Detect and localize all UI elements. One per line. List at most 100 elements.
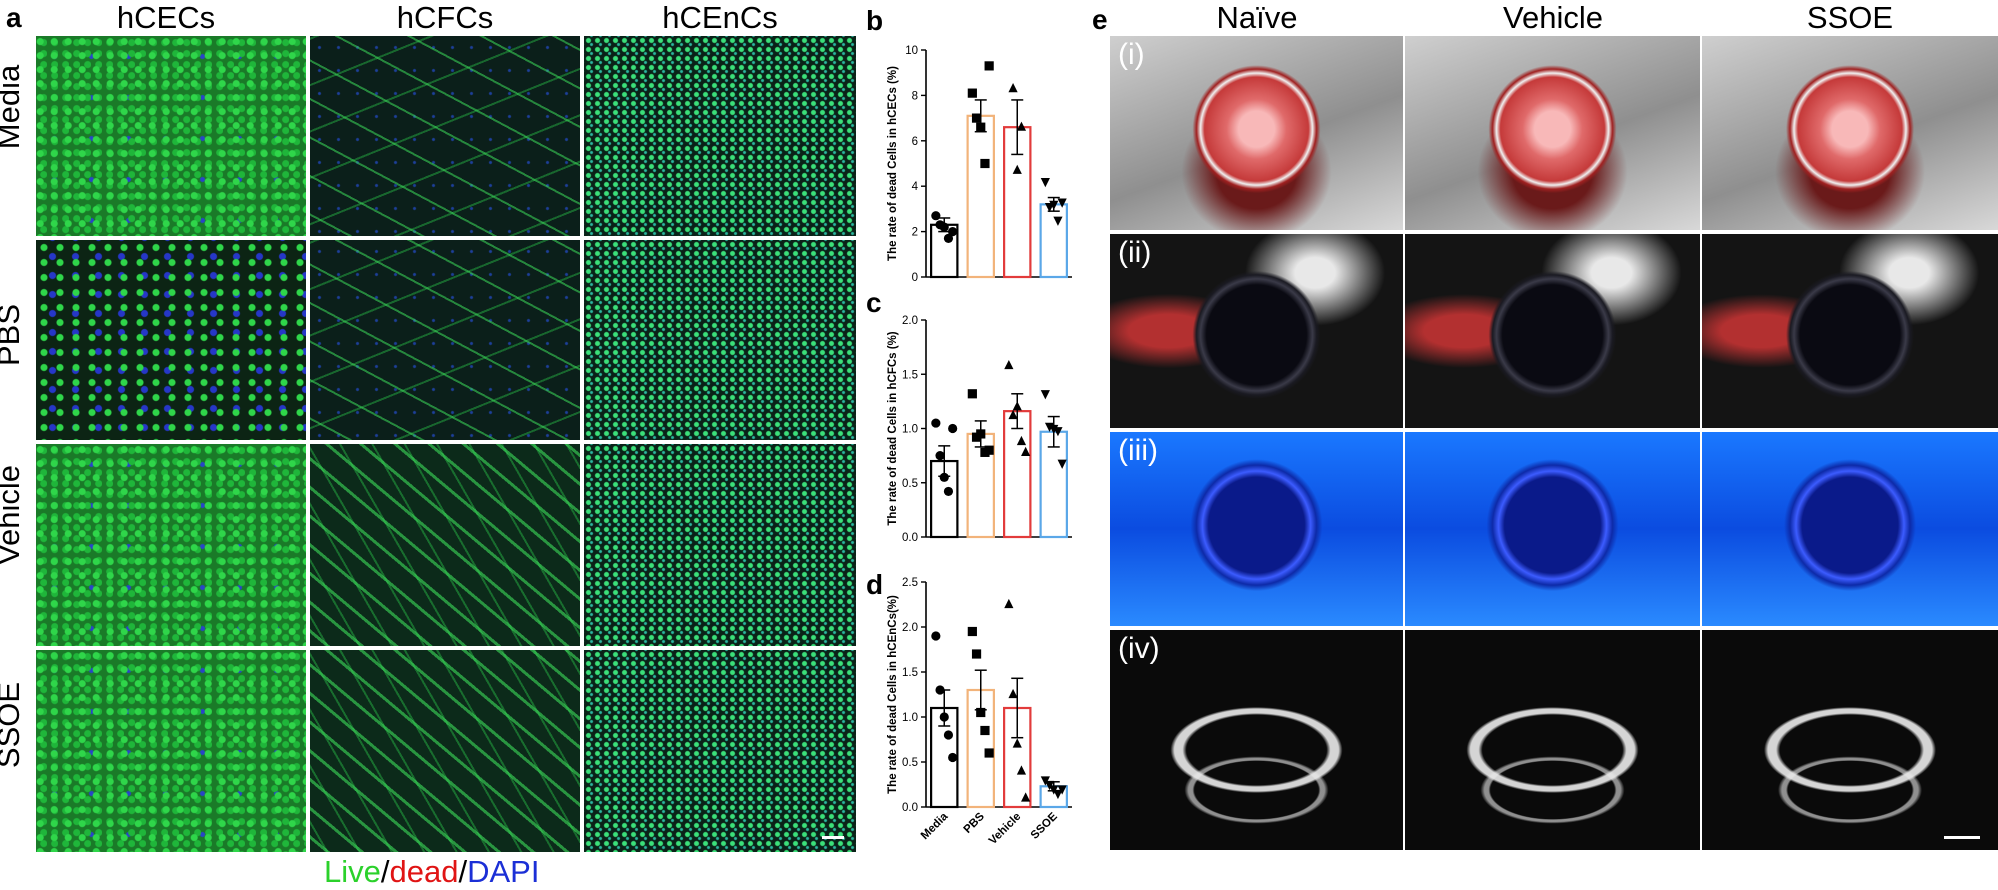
eye-row-label: (iii) [1118, 434, 1158, 467]
data-point-media [931, 418, 941, 428]
data-point-pbs [984, 445, 994, 455]
eye-image-2-2 [1702, 432, 1998, 626]
micrograph-hcfcs-pbs [310, 240, 580, 440]
col-head-naive: Naïve [1216, 0, 1298, 35]
data-point-ssoe [1040, 390, 1050, 400]
stain-sep-2: / [458, 854, 468, 889]
eye-image-1-0: (ii) [1110, 234, 1403, 428]
y-axis-label: The rate of dead Cells in hCFCs (%) [887, 331, 899, 525]
y-tick-label: 10 [905, 45, 918, 57]
eye-image-2-1 [1405, 432, 1700, 626]
row-head-pbs: PBS [0, 303, 26, 367]
data-point-media [948, 752, 958, 763]
data-point-vehicle [1004, 598, 1014, 609]
data-point-pbs [967, 88, 977, 98]
row-head-ssoe: SSOE [0, 681, 26, 769]
data-point-vehicle [1021, 792, 1031, 802]
data-point-media [939, 472, 949, 482]
data-point-ssoe [1053, 789, 1063, 800]
y-tick-label: 0.0 [902, 802, 918, 814]
micrograph-hcencs-ssoe [584, 650, 856, 852]
data-point-vehicle [1021, 446, 1031, 456]
data-point-vehicle [1008, 688, 1018, 699]
data-point-pbs [980, 158, 990, 169]
eye-row-label: (i) [1118, 38, 1145, 71]
row-head-vehicle: Vehicle [0, 465, 26, 565]
bar-pbs [966, 114, 995, 279]
micrograph-hcecs-media [36, 36, 306, 236]
panel-c-letter: c [866, 290, 882, 318]
y-tick-label: 0.0 [902, 532, 918, 544]
chart-b: b The rate of dead Cells in hCECs (%) 0 2 4 6… [866, 5, 1072, 284]
data-point-ssoe [1057, 459, 1067, 469]
data-point-vehicle [1008, 409, 1018, 420]
y-tick-label: 0.5 [902, 757, 918, 769]
data-point-vehicle [1016, 121, 1027, 131]
data-point-media [943, 233, 954, 244]
micrograph-hcfcs-ssoe [310, 650, 580, 852]
eye-image-2-0: (iii) [1110, 432, 1403, 626]
data-point-media [948, 423, 958, 434]
eye-image-0-2 [1702, 36, 1998, 230]
data-point-pbs [980, 725, 990, 736]
micrograph-hcecs-pbs [36, 240, 306, 440]
y-tick-label: 2.5 [902, 577, 918, 589]
data-point-ssoe [1053, 216, 1063, 226]
panel-a-letter: a [6, 2, 22, 33]
scale-bar-a [822, 836, 844, 839]
chart-c: c The rate of dead Cells in hCFCs (%)0.0 0… [866, 290, 1072, 544]
micrograph-hcecs-ssoe [36, 650, 306, 852]
x-tick-label-ssoe: SSOE [1029, 810, 1060, 841]
chart-d: d The rate of dead Cells in hCEnCs(%)0.0 0… [866, 570, 1072, 847]
data-point-media [943, 730, 954, 740]
stain-sep-1: / [380, 854, 390, 889]
micrograph-hcfcs-media [310, 36, 580, 236]
data-point-pbs [971, 113, 982, 123]
bar-ssoe [1039, 203, 1068, 279]
stain-live: Live [324, 854, 381, 889]
col-head-hcecs: hCECs [116, 0, 216, 35]
y-tick-label: 1.0 [902, 712, 918, 724]
data-point-media [939, 222, 949, 232]
micrograph-hcecs-vehicle [36, 444, 306, 646]
data-point-vehicle [1008, 82, 1018, 93]
eye-image-0-0: (i) [1110, 36, 1403, 230]
data-point-ssoe [1057, 785, 1067, 795]
y-tick-label: 1.5 [902, 369, 918, 381]
eye-row-label: (iv) [1118, 632, 1160, 665]
y-tick-label: 1.0 [902, 424, 918, 436]
x-tick-label-media: Media [919, 810, 951, 842]
data-point-ssoe [1053, 427, 1063, 437]
bar-vehicle [1003, 410, 1032, 539]
panel-d-letter: d [866, 570, 883, 600]
micrograph-hcencs-pbs [584, 240, 856, 440]
data-point-vehicle [1016, 765, 1027, 775]
micrograph-hcencs-media [584, 36, 856, 236]
col-head-hcfcs: hCFCs [396, 0, 494, 35]
y-tick-label: 2.0 [902, 622, 918, 634]
eye-row-label: (ii) [1118, 236, 1152, 269]
data-point-vehicle [1012, 164, 1022, 174]
y-tick-label: 6 [912, 136, 918, 148]
y-tick-label: 1.5 [902, 667, 918, 679]
data-point-pbs [971, 649, 982, 659]
stain-dapi: DAPI [467, 854, 540, 889]
y-tick-label: 2 [912, 227, 918, 239]
y-tick-label: 0 [912, 272, 918, 284]
data-point-media [931, 631, 941, 641]
data-point-pbs [984, 61, 994, 71]
x-tick-label-pbs: PBS [962, 810, 987, 835]
y-tick-label: 0.5 [902, 478, 918, 490]
data-point-ssoe [1040, 178, 1050, 188]
stain-legend: Live/dead/DAPI [324, 854, 539, 890]
col-head-vehicle: Vehicle [1503, 0, 1603, 35]
y-tick-label: 4 [912, 181, 919, 193]
y-axis-label: The rate of dead Cells in hCECs (%) [887, 66, 899, 261]
data-point-vehicle [1012, 401, 1022, 411]
micrograph-hcencs-vehicle [584, 444, 856, 646]
data-point-ssoe [1057, 198, 1067, 208]
scale-bar-e [1944, 836, 1980, 839]
data-point-media [943, 486, 954, 497]
stain-dead: dead [389, 854, 459, 889]
y-axis-label: The rate of dead Cells in hCEnCs(%) [887, 595, 899, 794]
